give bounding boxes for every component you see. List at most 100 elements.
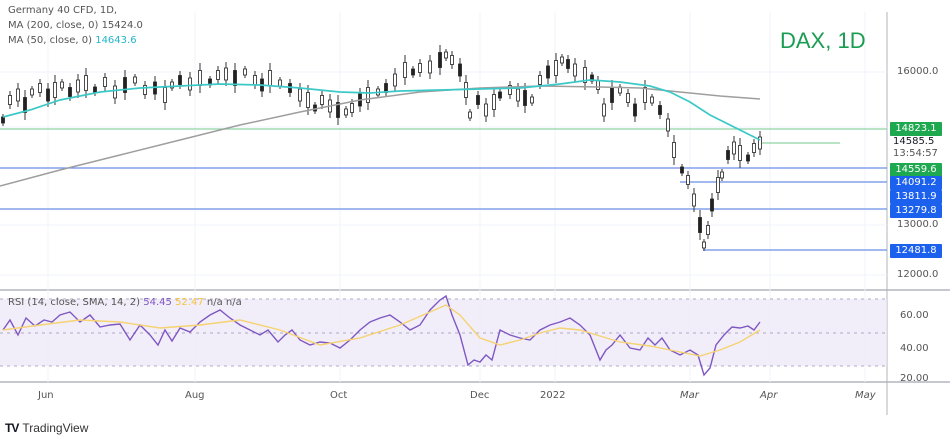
price-level-tag: 14559.6: [890, 163, 942, 177]
candle-body: [444, 51, 448, 59]
ma200-value: 15424.0: [101, 20, 143, 31]
candle-body: [46, 88, 50, 102]
overlay-title: DAX, 1D: [780, 28, 866, 53]
candle-body: [38, 83, 42, 93]
candle-body: [313, 104, 317, 112]
candle-body: [450, 55, 454, 65]
candle-body: [596, 80, 600, 90]
chart-legend: Germany 40 CFD, 1D, MA (200, close, 0) 1…: [8, 3, 143, 48]
candle-body: [672, 142, 676, 158]
candle-body: [758, 136, 762, 150]
price-axis-tick: 13000.0: [897, 219, 939, 230]
candle-body: [484, 103, 488, 117]
candle-body: [253, 75, 257, 85]
time-axis-label: Dec: [470, 390, 490, 401]
candle-body: [53, 82, 57, 98]
candle-body: [84, 75, 88, 91]
candle-body: [492, 94, 496, 110]
candle-body: [268, 70, 272, 86]
tradingview-logo-icon: TV: [5, 421, 19, 435]
ma50-legend[interactable]: MA (50, close, 0) 14643.6: [8, 33, 143, 48]
tradingview-logo-text: TradingView: [22, 421, 89, 435]
candle-body: [530, 96, 534, 104]
time-axis-label: Jun: [38, 390, 54, 401]
candle-body: [523, 90, 527, 106]
time-axis-label: Apr: [760, 390, 778, 401]
candle-body: [732, 141, 736, 155]
time-axis-label: Oct: [330, 390, 348, 401]
price-axis-tick: 12000.0: [897, 269, 939, 280]
price-axis-tick: 16000.0: [897, 66, 939, 77]
candle-body: [306, 92, 310, 108]
candle-body: [590, 74, 594, 82]
rsi-axis-tick: 20.00: [900, 373, 929, 384]
candle-body: [243, 68, 247, 76]
candle-body: [68, 87, 72, 97]
candle-body: [498, 91, 502, 99]
candle-body: [698, 217, 702, 233]
candle-body: [458, 63, 462, 77]
candle-body: [163, 87, 167, 103]
ma50-value: 14643.6: [95, 35, 137, 46]
candle-body: [438, 52, 442, 68]
candle-body: [403, 62, 407, 78]
candle-body: [726, 150, 730, 160]
rsi-extra-2: n/a: [225, 297, 242, 308]
time-axis-label: 2022: [540, 390, 566, 401]
candle-body: [716, 177, 720, 193]
candle-body: [633, 103, 637, 117]
candle-body: [216, 70, 220, 80]
candle-body: [366, 87, 370, 103]
tradingview-logo[interactable]: TV TradingView: [5, 421, 88, 435]
candle-body: [610, 87, 614, 103]
candle-body: [626, 93, 630, 103]
candle-body: [16, 88, 20, 102]
candle-body: [666, 118, 670, 132]
bar-countdown: 13:54:57: [893, 148, 938, 159]
candle-body: [1, 116, 5, 124]
candle-body: [686, 175, 690, 185]
candle-body: [583, 67, 587, 83]
candle-body: [516, 88, 520, 102]
candle-body: [746, 154, 750, 162]
price-level-tag: 13811.9: [890, 190, 942, 204]
ma200-legend[interactable]: MA (200, close, 0) 15424.0: [8, 18, 143, 33]
price-level-tag: 12481.8: [890, 244, 942, 258]
candle-body: [428, 60, 432, 74]
rsi-value: 54.45: [143, 297, 172, 308]
candle-body: [706, 225, 710, 235]
candle-body: [350, 103, 354, 113]
price-level-tag: 13279.8: [890, 204, 942, 218]
candle-body: [702, 241, 706, 249]
candle-body: [738, 145, 742, 161]
rsi-legend[interactable]: RSI (14, close, SMA, 14, 2) 54.45 52.47 …: [8, 297, 242, 308]
time-axis-label: May: [855, 390, 876, 401]
candle-body: [8, 95, 12, 105]
candle-body: [393, 73, 397, 87]
candle-body: [692, 193, 696, 207]
candle-body: [650, 96, 654, 104]
rsi-axis-tick: 60.00: [900, 310, 929, 321]
rsi-axis-tick: 40.00: [900, 343, 929, 354]
candle-body: [411, 68, 415, 76]
candle-body: [60, 81, 64, 89]
candle-body: [710, 198, 714, 212]
candle-body: [546, 65, 550, 79]
candle-body: [178, 75, 182, 85]
rsi-extra-1: n/a: [206, 297, 223, 308]
ma50-label: MA (50, close, 0): [8, 35, 93, 46]
candle-body: [468, 111, 472, 119]
time-axis-label: Aug: [185, 390, 205, 401]
price-level-tag: 14091.2: [890, 176, 942, 190]
ma50-line: [2, 79, 761, 141]
symbol-label: Germany 40 CFD, 1D,: [8, 5, 118, 16]
candle-body: [123, 77, 127, 93]
candle-body: [752, 143, 756, 153]
candle-body: [643, 87, 647, 103]
candle-body: [30, 88, 34, 96]
candle-body: [170, 81, 174, 89]
candle-body: [143, 85, 147, 95]
candle-body: [298, 88, 302, 102]
